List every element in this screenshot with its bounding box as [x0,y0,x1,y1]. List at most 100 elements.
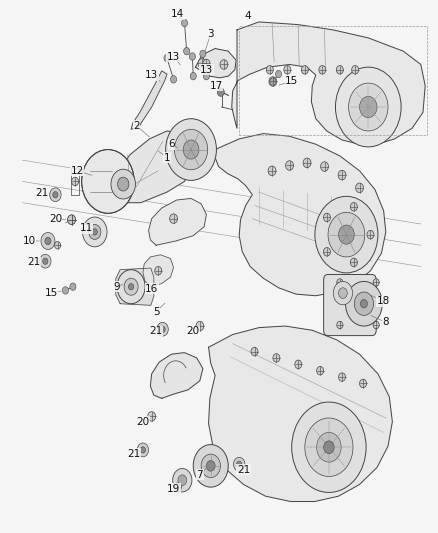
Bar [239,26,426,135]
Circle shape [236,461,241,467]
Circle shape [360,300,367,308]
Circle shape [148,411,155,421]
Text: 4: 4 [244,11,251,21]
Circle shape [251,348,258,356]
Circle shape [128,284,134,290]
Circle shape [193,445,228,487]
Circle shape [345,281,381,326]
Circle shape [327,212,364,257]
Circle shape [372,321,378,329]
Polygon shape [131,71,166,130]
Text: 6: 6 [168,139,174,149]
Circle shape [137,443,148,457]
Circle shape [156,322,168,336]
Circle shape [62,287,68,294]
Text: 15: 15 [284,77,298,86]
Circle shape [39,254,51,268]
Polygon shape [118,131,193,203]
Circle shape [304,418,352,477]
Circle shape [67,215,75,224]
Circle shape [348,83,387,131]
Circle shape [189,53,195,60]
Circle shape [266,66,273,74]
Circle shape [335,67,400,147]
Circle shape [177,475,186,486]
Text: 1: 1 [163,152,170,163]
Circle shape [183,140,198,159]
Circle shape [49,188,61,201]
Text: 21: 21 [27,257,40,267]
Circle shape [314,196,377,273]
Circle shape [272,354,279,362]
Circle shape [154,266,161,275]
Circle shape [283,66,290,74]
Circle shape [372,279,378,286]
Circle shape [198,59,205,68]
Circle shape [195,321,203,331]
Circle shape [199,50,205,58]
Circle shape [181,19,187,27]
Circle shape [163,54,170,62]
Circle shape [302,158,310,167]
Circle shape [67,215,75,224]
Text: 18: 18 [376,296,389,306]
Circle shape [165,119,216,180]
Polygon shape [231,22,424,144]
Circle shape [92,229,97,235]
Circle shape [117,177,129,191]
Circle shape [81,150,134,213]
Circle shape [323,213,330,222]
Polygon shape [195,49,236,78]
FancyBboxPatch shape [323,274,375,336]
Circle shape [300,66,307,74]
Text: 8: 8 [381,317,388,327]
Circle shape [203,72,209,80]
Circle shape [323,247,330,256]
Circle shape [140,447,145,453]
Text: 13: 13 [199,65,212,75]
Text: 21: 21 [149,326,162,336]
Circle shape [71,177,78,185]
Circle shape [70,283,76,290]
Text: 14: 14 [171,9,184,19]
Text: 21: 21 [35,188,49,198]
Circle shape [275,70,281,78]
Circle shape [174,130,207,169]
Polygon shape [215,134,385,296]
Text: 21: 21 [237,465,250,474]
Circle shape [268,166,276,175]
Circle shape [332,281,352,305]
Circle shape [206,461,215,471]
Circle shape [291,402,365,492]
Circle shape [338,373,345,381]
Circle shape [350,203,357,211]
Text: 12: 12 [71,166,84,176]
Circle shape [219,60,227,69]
Circle shape [323,441,333,454]
Polygon shape [116,268,153,305]
Circle shape [268,77,276,86]
Circle shape [318,66,325,74]
Circle shape [350,258,357,266]
Circle shape [159,326,165,333]
Text: 20: 20 [49,214,62,224]
Circle shape [124,278,138,295]
Text: 20: 20 [136,417,149,427]
Circle shape [53,191,58,198]
Circle shape [54,241,60,249]
Circle shape [41,232,55,249]
Text: 13: 13 [166,52,180,61]
Circle shape [336,66,343,74]
Circle shape [337,170,345,180]
Circle shape [269,78,276,85]
Circle shape [183,47,189,55]
Circle shape [217,88,224,96]
Circle shape [316,367,323,375]
Text: 20: 20 [186,326,199,336]
Circle shape [359,96,376,118]
Text: 13: 13 [145,70,158,80]
Text: 11: 11 [79,223,92,233]
Circle shape [285,161,293,170]
Text: 2: 2 [133,120,139,131]
Circle shape [336,279,342,286]
